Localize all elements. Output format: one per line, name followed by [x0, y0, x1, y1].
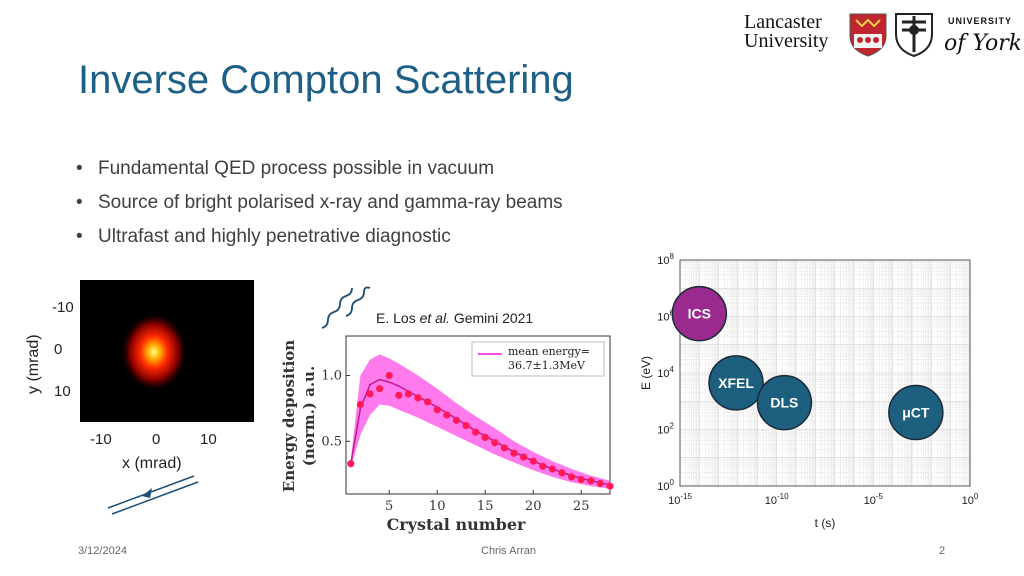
footer-date: 3/12/2024: [78, 545, 127, 557]
legend-box: [471, 341, 605, 377]
x-tick-label: 5: [385, 499, 393, 514]
y-tick-label: 100: [657, 478, 674, 493]
y-tick-label: 104: [657, 365, 674, 380]
bubble-label: XFEL: [718, 375, 754, 391]
data-point: [481, 433, 489, 441]
data-point: [596, 479, 604, 488]
y-tick-label: 1.0: [321, 369, 342, 384]
data-point: [606, 482, 614, 490]
bullet-text: Ultrafast and highly penetrative diagnos…: [98, 226, 451, 247]
legend-label: mean energy=: [508, 345, 590, 358]
bubble-μct: [888, 384, 944, 441]
x-tick-label: 10-10: [765, 492, 789, 507]
bullet-item: • Source of bright polarised x-ray and ga…: [76, 192, 563, 213]
x-axis-label: t (s): [815, 516, 836, 530]
data-point: [376, 385, 384, 393]
y-tick-label: 0.5: [321, 434, 342, 449]
legend: mean energy= 36.7±1.3MeV: [471, 341, 605, 377]
y-tick: 10: [54, 383, 71, 400]
y-tick: -10: [52, 299, 74, 316]
data-point: [462, 421, 470, 430]
x-tick: 0: [152, 431, 160, 448]
data-point: [452, 416, 460, 424]
logo-area: Lancaster University UNIVERSITY of York: [744, 8, 1022, 58]
data-point: [404, 390, 412, 398]
x-tick-label: 25: [573, 499, 590, 514]
lancaster-crest-icon: [849, 13, 887, 57]
bullet-text: Fundamental QED process possible in vacu…: [98, 158, 495, 179]
energy-deposition-chart: 5 10 15 20 25 0.5 1.0 mean energy= 36.7±1.3MeV…: [280, 335, 614, 534]
lancaster-logo-line2: University: [744, 30, 828, 52]
bubble-label: μCT: [902, 405, 930, 421]
y-axis-label-line2: (norm.) a.u.: [300, 366, 318, 466]
x-axis-label: Crystal number: [387, 515, 526, 534]
photon-wave-icon: [321, 286, 371, 329]
data-point: [366, 390, 374, 398]
data-point: [424, 398, 432, 406]
data-point: [558, 469, 566, 477]
bubble-label: ICS: [688, 306, 711, 322]
bubble-dls: [756, 374, 813, 431]
data-point: [385, 371, 393, 380]
data-point: [356, 400, 364, 409]
bullet-list: • Fundamental QED process possible in vac…: [76, 154, 563, 256]
data-point: [568, 473, 576, 481]
bullet-text: Source of bright polarised x-ray and gam…: [98, 192, 563, 213]
data-point: [472, 428, 480, 436]
x-tick-label: 10: [429, 499, 446, 514]
x-tick-label: 10-5: [864, 492, 884, 507]
data-point: [577, 475, 585, 484]
footer-author: Chris Arran: [481, 545, 537, 557]
university-logos: Lancaster University UNIVERSITY of York: [744, 11, 1022, 58]
electron-beam-arrow-icon: [107, 475, 199, 515]
york-logo-line1: UNIVERSITY: [948, 16, 1012, 26]
bullet-item: • Ultrafast and highly penetrative diagno…: [76, 226, 451, 247]
x-tick-label: 100: [962, 492, 979, 507]
x-tick: -10: [90, 431, 112, 448]
y-tick-label: 108: [657, 252, 674, 267]
x-tick-label: 15: [477, 499, 494, 514]
plot-frame: [679, 259, 971, 487]
y-tick: 0: [54, 341, 62, 358]
data-point: [395, 391, 403, 399]
x-axis-label: x (mrad): [122, 455, 182, 472]
citation: E. Los et al. Gemini 2021: [376, 310, 533, 326]
bubble-label: DLS: [770, 395, 798, 411]
lancaster-logo-line1: Lancaster: [744, 11, 822, 33]
york-logo-line2: of York: [944, 31, 1020, 56]
bubble-xfel: [708, 355, 764, 411]
slide-title: Inverse Compton Scattering: [78, 58, 574, 102]
uncertainty-band: [350, 354, 610, 489]
citation-author: E. Los: [376, 310, 420, 326]
data-point: [443, 411, 451, 419]
y-axis-label: E (eV): [639, 356, 653, 390]
data-point: [491, 439, 499, 447]
bubble-ics: [671, 285, 728, 342]
citation-rest: Gemini 2021: [449, 310, 534, 326]
bullet-item: • Fundamental QED process possible in vac…: [76, 158, 495, 179]
beam-profile-figure: -10 0 10 -10 0 10 x (mrad) y (mrad): [25, 280, 254, 472]
data-point: [587, 477, 595, 485]
data-point: [433, 406, 441, 414]
data-point: [510, 449, 518, 457]
data-point: [548, 465, 556, 473]
data-point: [347, 460, 355, 468]
legend-label-line2: 36.7±1.3MeV: [508, 359, 586, 372]
beam-spot: [120, 312, 188, 392]
data-point: [529, 457, 537, 465]
y-axis-label: y (mrad): [25, 334, 42, 394]
data-point: [500, 444, 508, 452]
x-tick: 10: [200, 431, 217, 448]
york-crest-icon: [895, 13, 933, 58]
data-point: [520, 453, 528, 461]
y-axis-label-line1: Energy deposition: [280, 340, 298, 493]
y-tick-label: 102: [657, 422, 674, 437]
x-tick-label: 20: [525, 499, 542, 514]
citation-etal: et al.: [419, 310, 450, 326]
data-point: [539, 462, 547, 470]
page-number: 2: [939, 545, 946, 557]
data-point: [414, 394, 422, 402]
x-tick-label: 10-15: [668, 492, 692, 507]
